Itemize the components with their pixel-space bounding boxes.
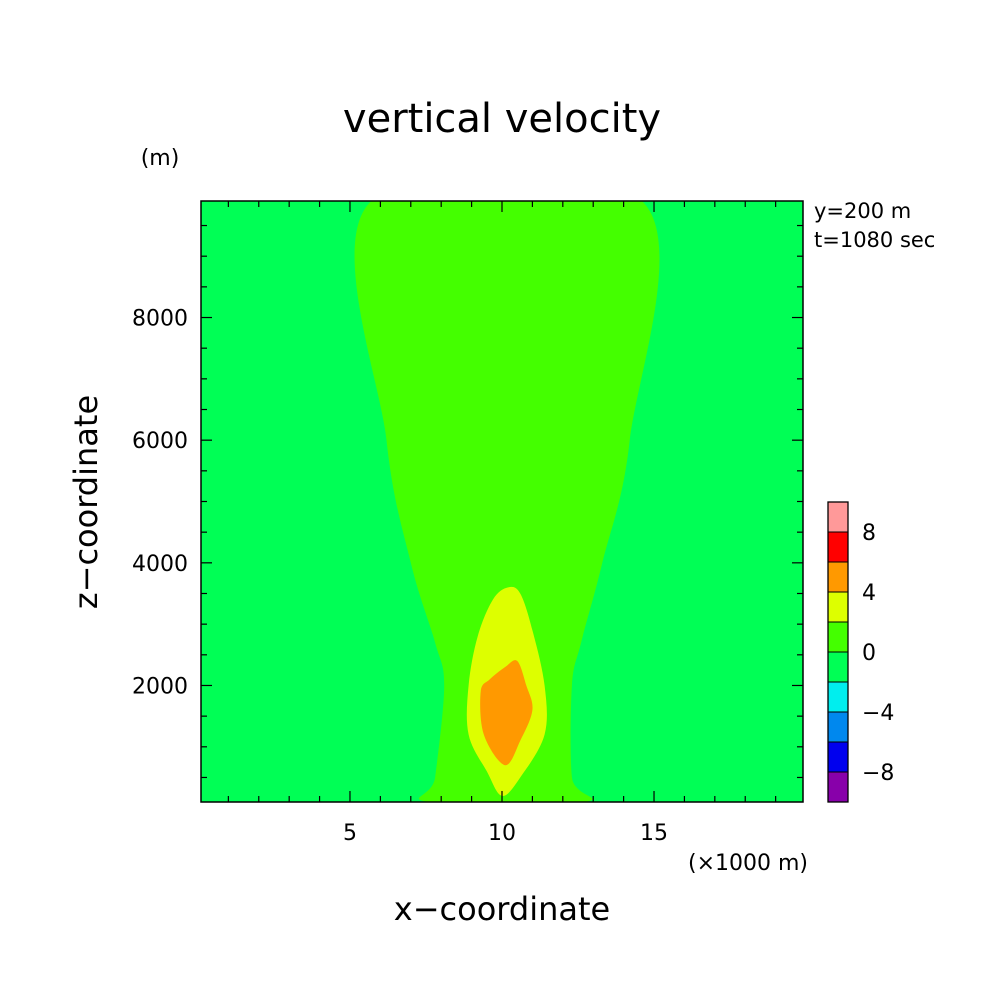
plot-area (201, 201, 803, 802)
colorbar-swatch-7 (827, 561, 849, 593)
y-axis-label: z−coordinate (67, 395, 105, 609)
x-tick-label: 10 (488, 821, 516, 846)
colorbar: −8 −4 0 4 8 (827, 501, 894, 803)
contour-region-2 (480, 660, 533, 766)
x-axis-label: x−coordinate (394, 890, 610, 928)
x-tick-label: 5 (343, 821, 357, 846)
colorbar-tick-label: 0 (862, 641, 876, 666)
colorbar-swatch-2 (827, 711, 849, 743)
y-tick-label: 8000 (132, 307, 188, 332)
info-line-y: y=200 m (814, 199, 911, 223)
colorbar-tick-label: −8 (862, 761, 894, 786)
colorbar-swatch-6 (827, 591, 849, 623)
chart-title: vertical velocity (343, 96, 661, 142)
colorbar-swatch-5 (827, 621, 849, 653)
contour-region-0 (354, 201, 660, 802)
colorbar-swatch-3 (827, 681, 849, 713)
x-unit-label: (×1000 m) (688, 851, 808, 876)
colorbar-swatch-1 (827, 741, 849, 773)
y-tick-label: 2000 (132, 674, 188, 699)
colorbar-swatch-0 (827, 771, 849, 803)
colorbar-tick-label: 8 (862, 521, 876, 546)
x-tick-label: 15 (640, 821, 668, 846)
colorbar-tick-label: 4 (862, 581, 876, 606)
colorbar-frame (827, 501, 849, 803)
colorbar-swatch-8 (827, 531, 849, 563)
colorbar-tick-label: −4 (862, 701, 894, 726)
axes: 5 10 15 2000 4000 6000 8000 (132, 200, 804, 846)
colorbar-swatch-4 (827, 651, 849, 683)
y-tick-label: 6000 (132, 429, 188, 454)
y-tick-label: 4000 (132, 552, 188, 577)
info-line-t: t=1080 sec (814, 228, 935, 252)
contour-regions (354, 201, 660, 802)
colorbar-swatch-9 (827, 501, 849, 533)
y-unit-label: (m) (141, 146, 180, 171)
